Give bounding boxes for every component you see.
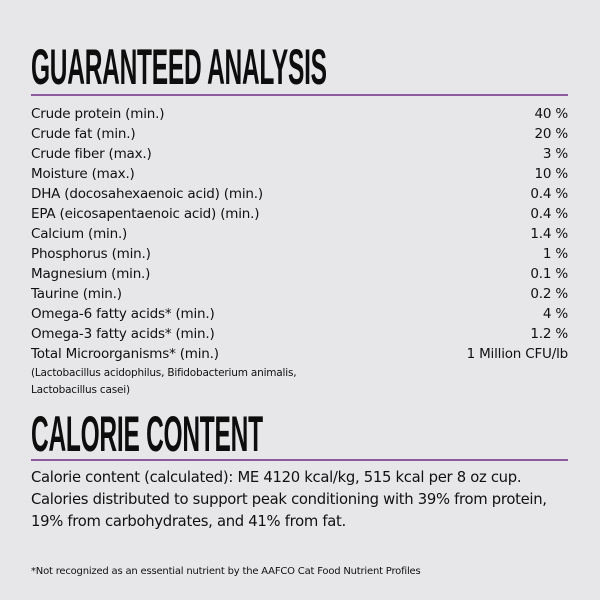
nutrient-label: Phosphorus (min.) <box>31 246 151 262</box>
guaranteed-analysis-title: GUARANTEED ANALYSIS <box>31 39 327 95</box>
nutrient-value: 20 % <box>534 126 569 142</box>
nutrient-value: 1.2 % <box>530 326 568 342</box>
nutrient-value: 0.2 % <box>530 286 568 302</box>
calorie-content-title: CALORIE CONTENT <box>31 406 263 462</box>
nutrient-label: Omega-3 fatty acids* (min.) <box>31 326 215 342</box>
microorganisms-note: (Lactobacillus acidophilus, Bifidobacter… <box>31 365 297 399</box>
analysis-row: DHA (docosahexaenoic acid) (min.) 0.4 % <box>31 184 568 204</box>
nutrient-label: Crude fiber (max.) <box>31 146 152 162</box>
nutrient-label: Magnesium (min.) <box>31 266 151 282</box>
nutrient-label: Crude fat (min.) <box>31 126 136 142</box>
nutrient-label: Taurine (min.) <box>31 286 122 302</box>
nutrient-value: 1.4 % <box>530 226 568 242</box>
analysis-row: Taurine (min.) 0.2 % <box>31 284 568 304</box>
calorie-line: Calorie content (calculated): ME 4120 kc… <box>31 469 522 486</box>
nutrient-label: Total Microorganisms* (min.) <box>31 346 219 362</box>
analysis-row: Crude fat (min.) 20 % <box>31 124 568 144</box>
analysis-row: Crude fiber (max.) 3 % <box>31 144 568 164</box>
analysis-row: Calcium (min.) 1.4 % <box>31 224 568 244</box>
analysis-row: Moisture (max.) 10 % <box>31 164 568 184</box>
section-divider <box>31 94 568 96</box>
calorie-line: 19% from carbohydrates, and 41% from fat… <box>31 513 346 530</box>
analysis-row: Magnesium (min.) 0.1 % <box>31 264 568 284</box>
nutrient-label: DHA (docosahexaenoic acid) (min.) <box>31 186 263 202</box>
nutrient-value: 40 % <box>534 106 569 122</box>
nutrient-label: Crude protein (min.) <box>31 106 165 122</box>
analysis-row: Crude protein (min.) 40 % <box>31 104 568 124</box>
nutrient-value: 3 % <box>542 146 568 162</box>
analysis-row: Total Microorganisms* (min.) 1 Million CF… <box>31 344 568 364</box>
analysis-row: EPA (eicosapentaenoic acid) (min.) 0.4 % <box>31 204 568 224</box>
nutrient-label: Omega-6 fatty acids* (min.) <box>31 306 215 322</box>
analysis-row: Omega-3 fatty acids* (min.) 1.2 % <box>31 324 568 344</box>
note-line: (Lactobacillus acidophilus, Bifidobacter… <box>31 367 297 379</box>
nutrient-value: 0.1 % <box>530 266 568 282</box>
section-divider <box>31 459 568 461</box>
nutrient-value: 0.4 % <box>530 206 568 222</box>
nutrient-value: 1 % <box>542 246 568 262</box>
nutrient-label: Moisture (max.) <box>31 166 135 182</box>
nutrient-label: Calcium (min.) <box>31 226 128 242</box>
nutrient-value: 10 % <box>534 166 569 182</box>
nutrient-value: 0.4 % <box>530 186 568 202</box>
nutrient-value: 1 Million CFU/lb <box>466 346 569 362</box>
footnote: *Not recognized as an essential nutrient… <box>31 566 421 577</box>
nutrient-value: 4 % <box>542 306 568 322</box>
calorie-line: Calories distributed to support peak con… <box>31 491 547 508</box>
calorie-content-text: Calorie content (calculated): ME 4120 kc… <box>31 467 576 533</box>
analysis-row: Omega-6 fatty acids* (min.) 4 % <box>31 304 568 324</box>
analysis-table: Crude protein (min.) 40 % Crude fat (min.)… <box>31 104 568 364</box>
analysis-row: Phosphorus (min.) 1 % <box>31 244 568 264</box>
note-line: Lactobacillus casei) <box>31 384 130 396</box>
nutrient-label: EPA (eicosapentaenoic acid) (min.) <box>31 206 260 222</box>
